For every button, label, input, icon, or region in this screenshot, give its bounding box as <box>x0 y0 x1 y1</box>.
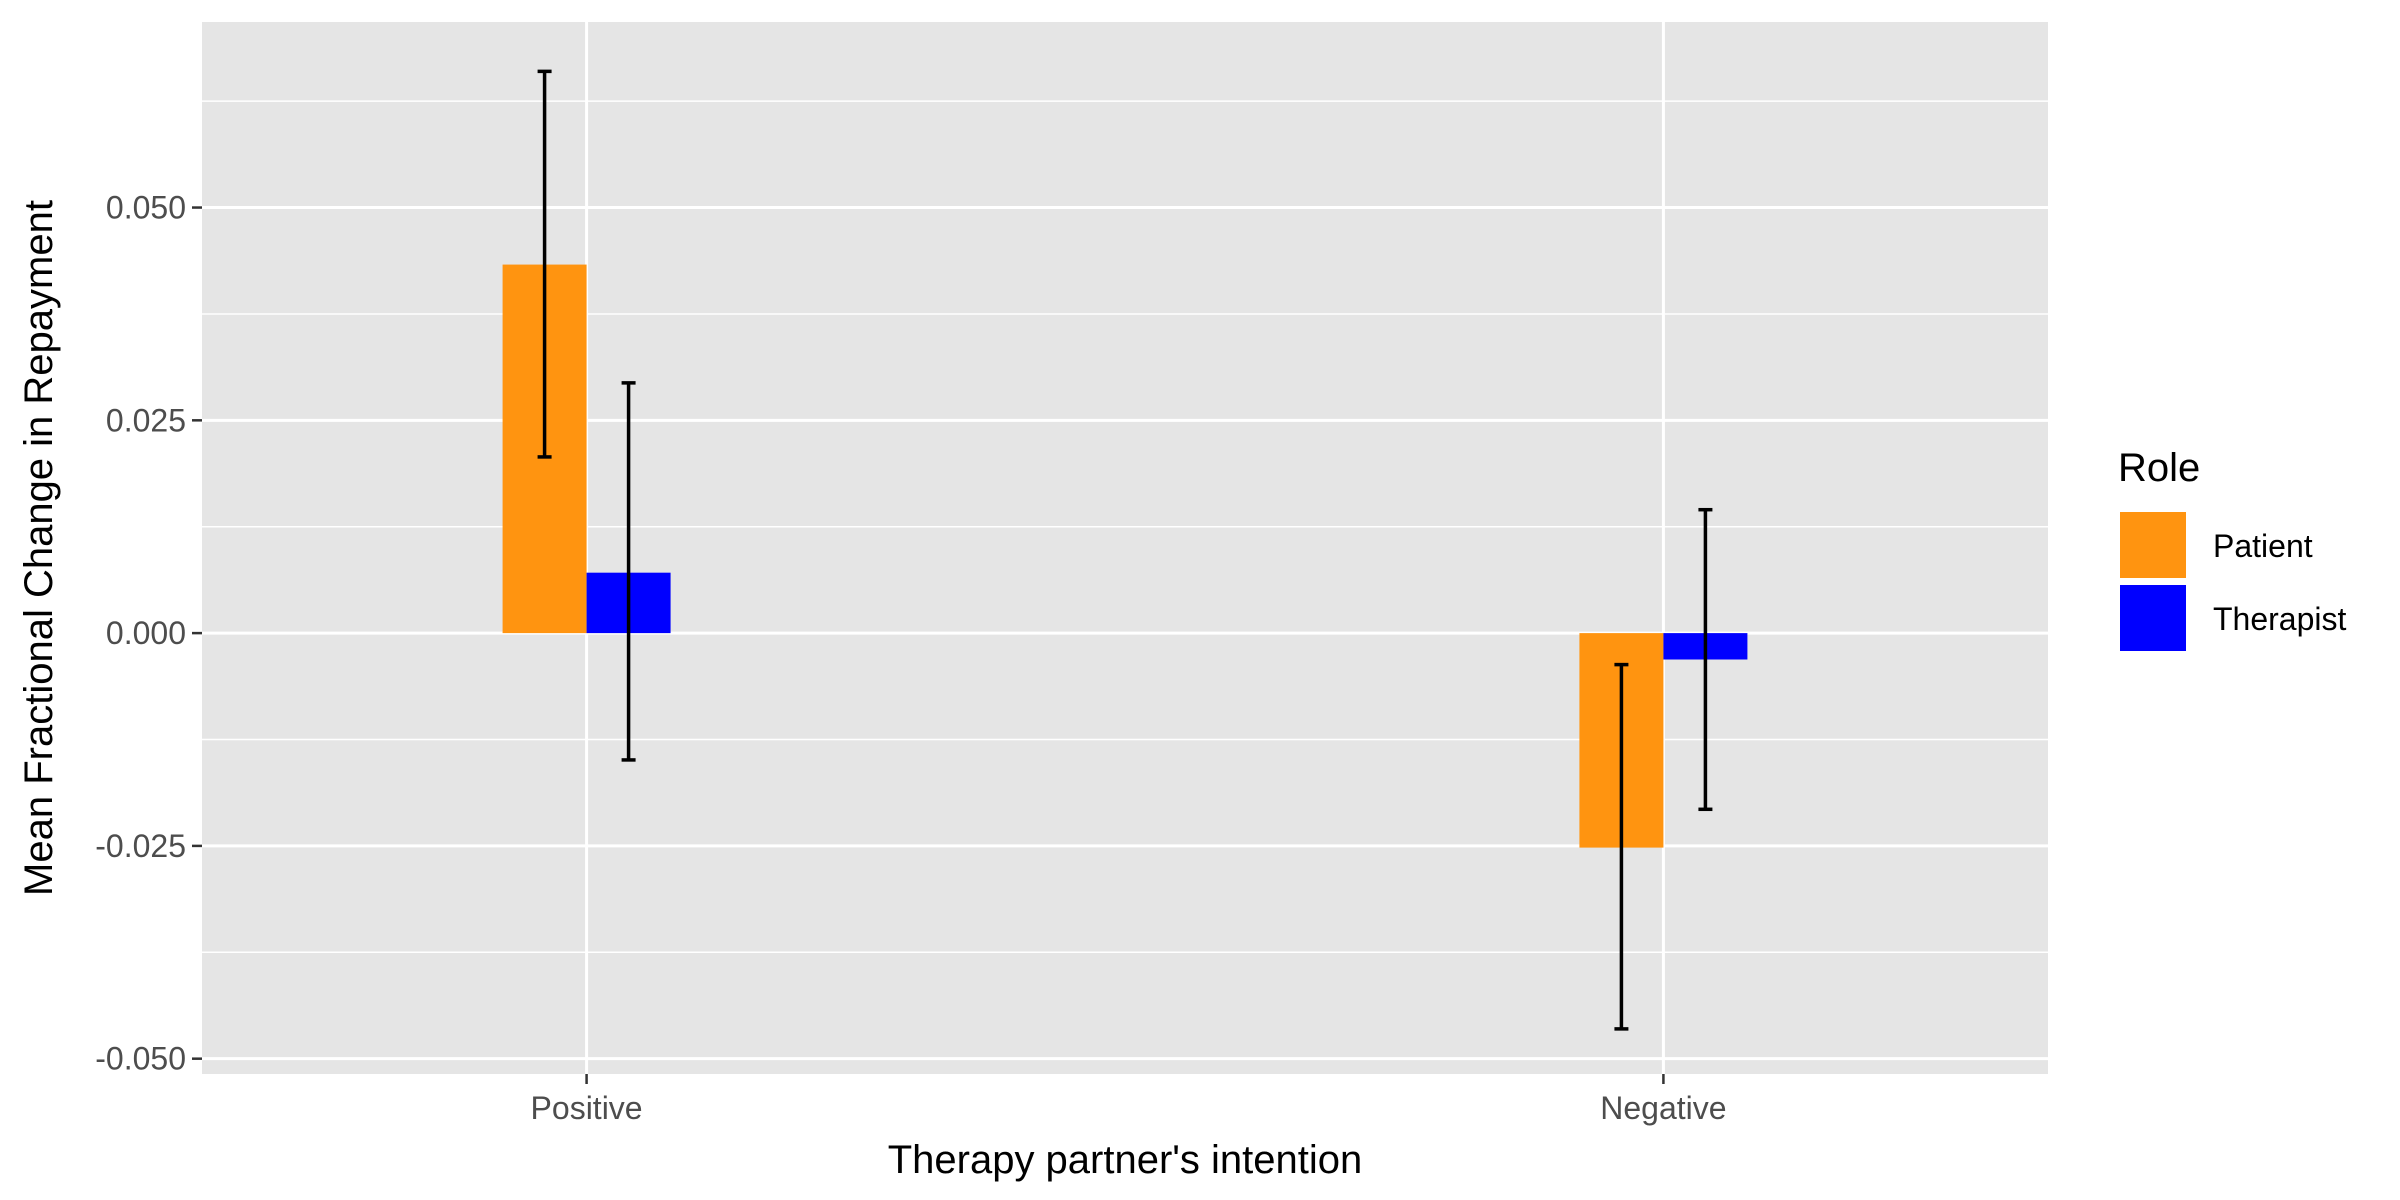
x-tick-label: Negative <box>1600 1090 1726 1126</box>
error-bar-therapist-negative <box>1698 507 1713 812</box>
error-bars <box>537 69 1713 1031</box>
legend-title: Role <box>2118 446 2200 490</box>
legend-label-therapist: Therapist <box>2213 601 2347 637</box>
y-axis-title: Mean Fractional Change in Repayment <box>17 200 61 896</box>
x-tick-label: Positive <box>531 1090 643 1126</box>
y-tick-label: -0.050 <box>95 1041 186 1077</box>
error-bar-therapist-positive <box>621 381 636 762</box>
error-bar-patient-positive <box>537 69 552 459</box>
x-axis-title: Therapy partner's intention <box>888 1138 1363 1182</box>
legend-label-patient: Patient <box>2213 528 2313 564</box>
legend-item-therapist: Therapist <box>2118 583 2347 653</box>
legend: Role Patient Therapist <box>2118 446 2347 653</box>
y-tick-label: 0.025 <box>106 402 186 438</box>
y-tick-label: 0.000 <box>106 615 186 651</box>
legend-key-patient <box>2118 510 2188 580</box>
y-tick-label: -0.025 <box>95 828 186 864</box>
axes: -0.050 -0.025 0.000 0.025 0.050 Positive Negat… <box>95 190 1726 1126</box>
y-tick-label: 0.050 <box>106 190 186 226</box>
plot-panel <box>202 22 2048 1074</box>
error-bar-patient-negative <box>1614 662 1629 1031</box>
legend-item-patient: Patient <box>2118 510 2313 580</box>
legend-key-therapist <box>2118 583 2188 653</box>
